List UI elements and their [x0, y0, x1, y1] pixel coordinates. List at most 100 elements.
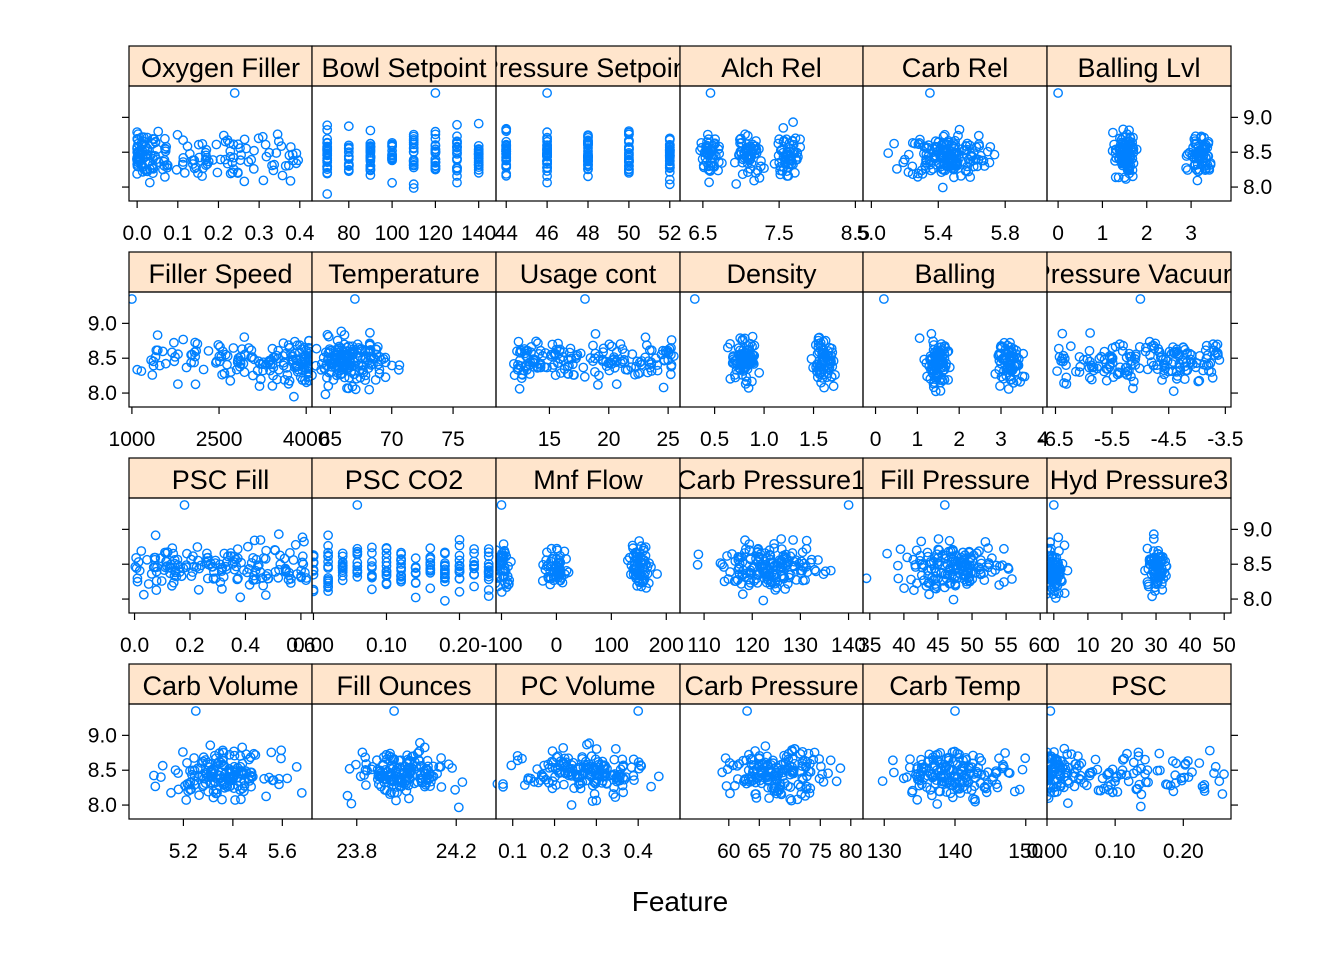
panel-points	[148, 706, 307, 805]
data-point	[323, 540, 333, 551]
data-point	[201, 548, 212, 559]
x-tick-label: 1.5	[799, 428, 828, 451]
data-point	[376, 781, 386, 792]
x-tick-label: 0.3	[245, 222, 274, 245]
data-point	[255, 374, 266, 385]
panel-title: Carb Pressure1	[677, 465, 866, 495]
data-point	[982, 146, 993, 157]
data-point	[236, 150, 247, 160]
data-point	[360, 370, 371, 381]
data-point	[271, 148, 282, 158]
data-point	[1143, 777, 1154, 788]
x-tick-label: 0.2	[204, 222, 233, 245]
data-point	[421, 773, 432, 783]
data-point	[1144, 556, 1155, 566]
data-point	[129, 294, 137, 304]
panel-title: Pressure Vacuum	[1033, 259, 1246, 289]
data-point	[737, 589, 748, 600]
x-tick-label: 2	[1141, 222, 1153, 245]
data-point	[360, 375, 371, 385]
data-point	[387, 150, 397, 161]
data-point	[609, 352, 619, 362]
data-point	[274, 773, 284, 784]
data-point	[452, 162, 462, 173]
data-point	[425, 543, 436, 554]
data-point	[323, 563, 333, 573]
data-point	[303, 361, 312, 371]
data-point	[220, 561, 231, 572]
panel-points	[496, 500, 662, 597]
panel-title: Fill Pressure	[880, 465, 1030, 495]
data-point	[156, 576, 167, 586]
data-point	[928, 771, 939, 782]
data-point	[747, 139, 758, 150]
data-point	[693, 549, 704, 560]
data-point	[798, 575, 808, 586]
data-point	[138, 136, 149, 147]
data-point	[343, 159, 354, 170]
data-point	[172, 560, 183, 570]
data-point	[189, 163, 200, 174]
panel-title: Hyd Pressure3	[1050, 465, 1229, 495]
data-point	[1149, 553, 1160, 564]
panel-strip	[311, 457, 497, 499]
data-point	[594, 770, 605, 781]
data-point	[532, 764, 543, 774]
data-point	[1048, 500, 1059, 510]
data-point	[152, 345, 163, 356]
data-point	[769, 543, 780, 553]
data-point	[1112, 369, 1123, 380]
data-point	[733, 552, 744, 562]
data-point	[396, 576, 406, 587]
data-point	[1063, 762, 1073, 773]
data-point	[396, 570, 406, 581]
data-point	[553, 751, 563, 762]
data-point	[496, 500, 507, 510]
data-point	[863, 573, 872, 584]
data-point	[344, 763, 355, 774]
data-point	[454, 567, 465, 578]
data-point	[745, 338, 756, 349]
data-point	[212, 758, 223, 769]
data-point	[542, 163, 552, 174]
data-point	[436, 753, 446, 763]
data-point	[550, 370, 561, 381]
data-point	[761, 577, 772, 588]
data-point	[948, 594, 959, 605]
data-point	[831, 776, 842, 787]
x-tick-label: 80	[839, 840, 862, 863]
x-tick-label: 3	[1185, 222, 1197, 245]
data-point	[454, 534, 465, 545]
panel: Balling 0 1 2 3 4	[862, 251, 1049, 451]
data-point	[912, 794, 923, 805]
data-point	[1005, 337, 1015, 348]
x-tick-label: 3	[995, 428, 1007, 451]
data-point	[795, 134, 805, 145]
data-point	[730, 372, 741, 383]
data-point	[998, 759, 1008, 770]
panel-points	[1052, 294, 1225, 397]
data-point	[1069, 768, 1080, 778]
data-point	[932, 557, 942, 568]
data-point	[231, 561, 242, 572]
data-point	[557, 577, 568, 588]
x-tick-label: 120	[418, 222, 453, 245]
data-point	[273, 353, 283, 364]
data-point	[572, 772, 582, 783]
panel-strip	[1046, 457, 1232, 499]
data-point	[954, 124, 965, 135]
data-point	[408, 162, 419, 173]
data-point	[408, 183, 419, 193]
data-point	[1152, 765, 1163, 776]
data-point	[513, 336, 524, 347]
panel-title: Mnf Flow	[533, 465, 643, 495]
data-point	[943, 149, 953, 160]
data-point	[627, 349, 638, 360]
data-point	[498, 566, 509, 576]
data-point	[235, 776, 246, 787]
data-point	[179, 500, 190, 510]
data-point	[1168, 786, 1179, 797]
data-point	[587, 796, 598, 806]
data-point	[419, 742, 430, 753]
x-tick-label: 0.20	[439, 634, 480, 657]
